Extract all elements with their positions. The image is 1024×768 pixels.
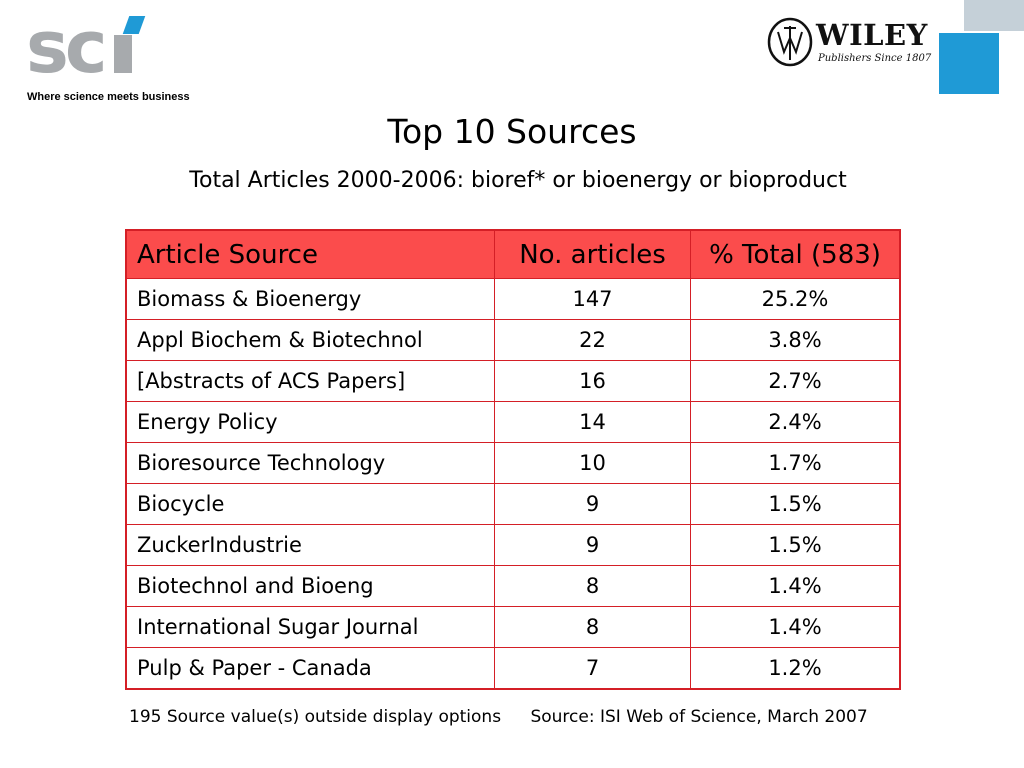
corner-blue-block — [939, 33, 999, 94]
cell-count: 8 — [494, 606, 691, 648]
cell-source: Appl Biochem & Biotechnol — [125, 319, 495, 361]
cell-count: 9 — [494, 524, 691, 566]
cell-percent: 1.4% — [690, 565, 901, 607]
table-row: ZuckerIndustrie 9 1.5% — [125, 524, 901, 566]
cell-count: 8 — [494, 565, 691, 607]
cell-percent: 1.7% — [690, 442, 901, 484]
table-row: Bioresource Technology 10 1.7% — [125, 442, 901, 484]
cell-count: 147 — [494, 278, 691, 320]
header-article-source: Article Source — [125, 229, 495, 279]
cell-source: [Abstracts of ACS Papers] — [125, 360, 495, 402]
cell-count: 9 — [494, 483, 691, 525]
cell-source: International Sugar Journal — [125, 606, 495, 648]
wiley-logo: WILEY Publishers Since 1807 — [766, 16, 936, 70]
sources-table: Article Source No. articles % Total (583… — [125, 229, 901, 690]
table-row: Biotechnol and Bioeng 8 1.4% — [125, 565, 901, 607]
cell-percent: 1.2% — [690, 647, 901, 690]
cell-count: 16 — [494, 360, 691, 402]
cell-source: ZuckerIndustrie — [125, 524, 495, 566]
table-row: Energy Policy 14 2.4% — [125, 401, 901, 443]
table-row: Biocycle 9 1.5% — [125, 483, 901, 525]
cell-source: Pulp & Paper - Canada — [125, 647, 495, 690]
cell-percent: 1.4% — [690, 606, 901, 648]
cell-source: Bioresource Technology — [125, 442, 495, 484]
cell-count: 7 — [494, 647, 691, 690]
cell-percent: 2.7% — [690, 360, 901, 402]
sci-wordmark: sc — [26, 14, 146, 86]
page-subtitle: Total Articles 2000-2006: bioref* or bio… — [189, 168, 847, 193]
cell-percent: 25.2% — [690, 278, 901, 320]
cell-percent: 1.5% — [690, 524, 901, 566]
table-row: Appl Biochem & Biotechnol 22 3.8% — [125, 319, 901, 361]
footer-source-citation: Source: ISI Web of Science, March 2007 — [530, 707, 868, 727]
table-row: Pulp & Paper - Canada 7 1.2% — [125, 647, 901, 690]
cell-count: 22 — [494, 319, 691, 361]
footer-outside-note: 195 Source value(s) outside display opti… — [129, 707, 502, 727]
cell-source: Biocycle — [125, 483, 495, 525]
cell-count: 10 — [494, 442, 691, 484]
header-percent-total: % Total (583) — [690, 229, 901, 279]
footer-notes: 195 Source value(s) outside display opti… — [129, 707, 868, 727]
table-row: [Abstracts of ACS Papers] 16 2.7% — [125, 360, 901, 402]
cell-source: Energy Policy — [125, 401, 495, 443]
cell-source: Biomass & Bioenergy — [125, 278, 495, 320]
wiley-emblem-icon — [767, 17, 813, 67]
wiley-wordmark: WILEY — [816, 18, 928, 52]
cell-percent: 1.5% — [690, 483, 901, 525]
sci-logo: sc Where science meets business — [26, 14, 206, 106]
page-title: Top 10 Sources — [387, 112, 637, 151]
cell-percent: 3.8% — [690, 319, 901, 361]
corner-gray-block — [964, 0, 1024, 31]
header-no-articles: No. articles — [494, 229, 691, 279]
svg-text:sc: sc — [26, 14, 104, 86]
cell-percent: 2.4% — [690, 401, 901, 443]
cell-source: Biotechnol and Bioeng — [125, 565, 495, 607]
table-row: Biomass & Bioenergy 147 25.2% — [125, 278, 901, 320]
cell-count: 14 — [494, 401, 691, 443]
table-header-row: Article Source No. articles % Total (583… — [125, 229, 901, 279]
sci-tagline: Where science meets business — [27, 91, 190, 103]
wiley-tagline: Publishers Since 1807 — [818, 53, 932, 64]
table-row: International Sugar Journal 8 1.4% — [125, 606, 901, 648]
